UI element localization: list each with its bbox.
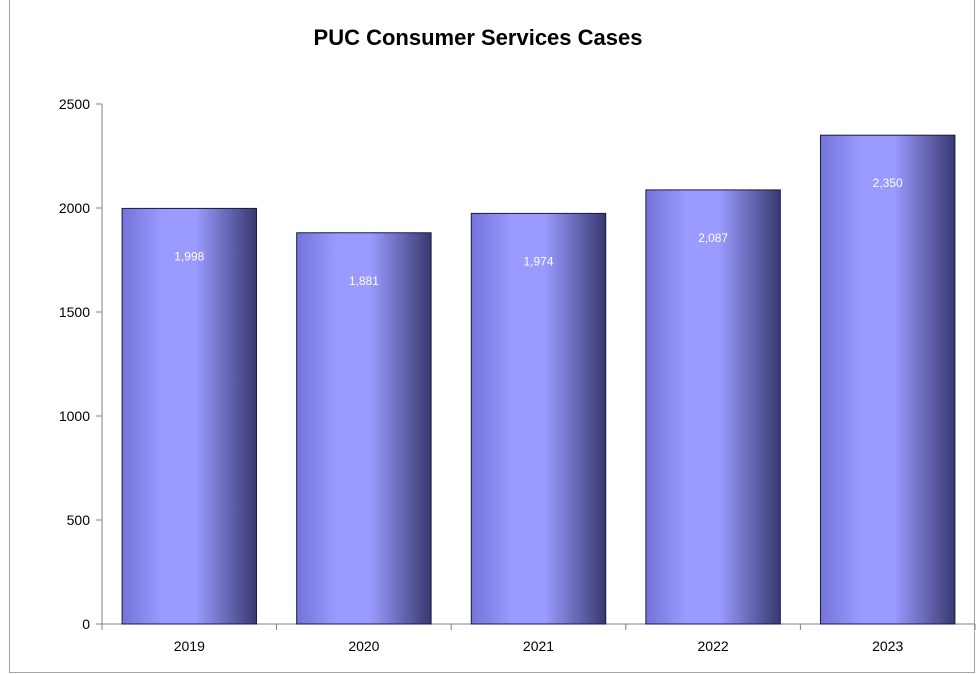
y-tick-label: 1500 [59,304,90,320]
y-tick-label: 2500 [59,96,90,112]
data-labels-group: 1,998 1,881 1,974 2,087 2,350 [174,176,903,288]
x-tick-label-2022: 2022 [698,638,729,654]
x-tick-label-2023: 2023 [872,638,903,654]
y-tick-label: 0 [82,616,90,632]
bars-group [121,134,956,625]
data-label-2019: 1,998 [174,249,204,263]
y-tick-label: 1000 [59,408,90,424]
y-tick-label: 500 [67,512,91,528]
data-label-2022: 2,087 [698,231,728,245]
bar-2021 [470,212,607,625]
y-tick-label: 2000 [59,200,90,216]
data-label-2021: 1,974 [523,254,553,268]
data-label-2023: 2,350 [873,176,903,190]
x-tick-label-2019: 2019 [174,638,205,654]
bar-2020 [296,232,432,625]
bar-2019 [121,207,258,625]
bar-2023 [819,134,956,625]
bar-2022 [645,189,781,625]
x-tick-label-2020: 2020 [348,638,379,654]
x-tick-label-2021: 2021 [523,638,554,654]
data-label-2020: 1,881 [349,274,379,288]
chart-title: PUC Consumer Services Cases [314,25,643,50]
